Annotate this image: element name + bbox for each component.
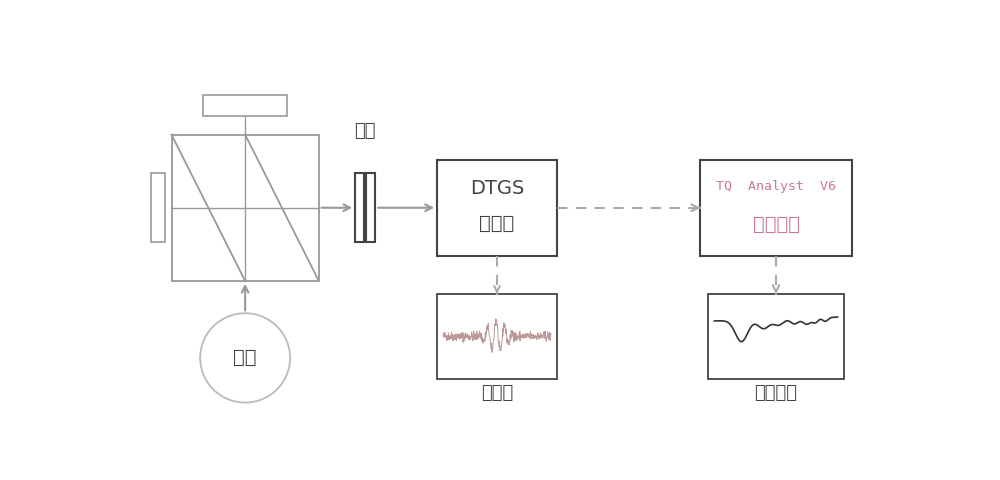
Text: TQ  Analyst  V6: TQ Analyst V6 [716,180,836,192]
Bar [203,95,287,116]
Text: 试样: 试样 [354,122,376,140]
Bar [172,134,319,281]
Bar [151,173,165,242]
Text: 光源: 光源 [233,348,257,367]
Text: 检测器: 检测器 [479,214,515,233]
Text: DTGS: DTGS [470,179,524,198]
Bar [437,294,557,379]
Bar [355,173,364,242]
Bar [366,173,375,242]
Bar [708,294,844,379]
Bar [437,160,557,256]
Circle shape [200,313,290,403]
Text: 分析软件: 分析软件 [753,215,800,234]
Text: 红外光谱: 红外光谱 [755,384,798,402]
Bar [700,160,852,256]
Text: 干涉图: 干涉图 [481,384,513,402]
